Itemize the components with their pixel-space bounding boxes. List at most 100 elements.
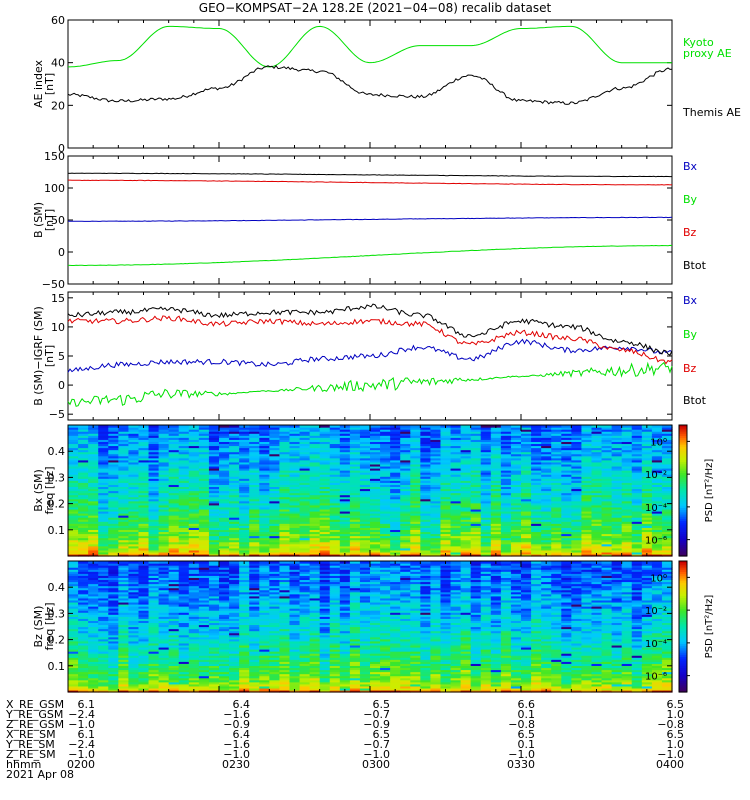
spectrogram-cell	[390, 517, 401, 520]
spectrogram-cell	[521, 429, 532, 432]
spectrogram-cell	[219, 504, 230, 508]
spectrogram-cell	[521, 455, 532, 459]
spectrogram-cell	[158, 541, 170, 545]
spectrogram-cell	[359, 685, 371, 689]
spectrogram-cell	[138, 457, 150, 461]
spectrogram-cell	[108, 441, 119, 445]
spectrogram-cell	[621, 539, 633, 543]
spectrogram-cell	[98, 545, 109, 549]
spectrogram-cell	[450, 492, 462, 496]
spectrogram-cell	[661, 510, 673, 514]
spectrogram-cell	[208, 439, 220, 442]
spectrogram-cell	[480, 553, 492, 557]
spectrogram-cell	[299, 488, 311, 492]
spectrogram-cell	[309, 459, 321, 463]
spectrogram-cell	[591, 478, 603, 481]
spectrogram-cell	[98, 523, 109, 526]
spectrogram-cell	[148, 531, 160, 535]
spectrogram-cell	[148, 470, 160, 473]
spectrogram-cell	[661, 433, 673, 436]
spectrogram-cell	[561, 551, 572, 555]
spectrogram-cell	[249, 494, 260, 498]
spectrogram-cell	[108, 465, 119, 469]
spectrogram-cell	[581, 523, 593, 526]
spectrogram-cell	[148, 517, 160, 520]
spectrogram-cell	[98, 681, 109, 685]
spectrogram-cell	[289, 539, 301, 543]
spectrogram-cell	[581, 549, 593, 553]
spectrogram-cell	[651, 433, 663, 436]
spectrogram-cell	[98, 425, 109, 428]
spectrogram-cell	[591, 459, 603, 463]
spectrogram-cell	[571, 427, 582, 430]
spectrogram-cell	[510, 521, 522, 524]
spectrogram-cell	[309, 443, 321, 447]
spectrogram-cell	[420, 465, 431, 469]
spectrogram-cell	[420, 457, 431, 461]
spectrogram-cell	[450, 437, 462, 440]
spectrogram-cell	[299, 427, 311, 430]
spectrogram-cell	[329, 521, 341, 524]
spectrogram-cell	[571, 687, 582, 691]
spectrogram-cell	[208, 482, 220, 485]
spectrogram-cell	[168, 547, 180, 551]
spectrogram-cell	[269, 533, 280, 537]
spectrogram-cell	[651, 484, 663, 488]
spectrogram-cell	[289, 443, 301, 447]
spectrogram-cell	[631, 437, 643, 440]
spectrogram-cell	[299, 480, 311, 483]
spectrogram-cell	[128, 515, 140, 518]
colorbar-segment	[679, 470, 687, 474]
spectrogram-cell	[621, 545, 633, 549]
spectrogram-cell	[178, 470, 190, 473]
spectrogram-cell	[510, 425, 522, 428]
spectrogram-cell	[400, 457, 411, 461]
spectrogram-cell	[480, 482, 492, 485]
spectrogram-cell	[400, 465, 411, 469]
spectrogram-cell	[631, 519, 643, 522]
spectrogram-cell	[571, 488, 582, 492]
spectrogram-cell	[98, 490, 109, 494]
spectrogram-cell	[521, 470, 532, 473]
spectrogram-cell	[219, 476, 230, 479]
spectrogram-cell	[370, 435, 381, 438]
spectrogram-cell	[430, 508, 442, 512]
spectrogram-cell	[500, 549, 512, 553]
spectrogram-cell	[339, 529, 351, 533]
spectrogram-cell	[279, 470, 291, 473]
spectrogram-cell	[219, 490, 230, 494]
spectrogram-cell	[661, 527, 673, 530]
spectrogram-cell	[400, 508, 411, 512]
spectrogram-cell	[349, 492, 361, 496]
spectrogram-cell	[410, 535, 421, 539]
spectrogram-cell	[370, 449, 381, 453]
spectrogram-cell	[168, 502, 180, 506]
spectrogram-cell	[631, 472, 643, 475]
spectrogram-cell	[450, 451, 462, 455]
spectrogram-cell	[500, 500, 512, 504]
spectrogram-cell	[279, 543, 291, 547]
spectrogram-cell	[178, 496, 190, 500]
spectrogram-cell	[168, 531, 180, 535]
legend-label: Btot	[683, 394, 707, 407]
spectrogram-cell	[148, 533, 160, 537]
spectrogram-cell	[148, 535, 160, 539]
spectrogram-cell	[299, 551, 311, 555]
spectrogram-cell	[78, 451, 89, 455]
spectrogram-cell	[309, 470, 321, 473]
spectrogram-cell	[239, 683, 250, 687]
spectrogram-cell	[148, 527, 160, 530]
spectrogram-cell	[571, 480, 582, 483]
spectrogram-cell	[339, 445, 351, 449]
spectrogram-cell	[118, 449, 129, 453]
spectrogram-cell	[651, 527, 663, 530]
spectrogram-cell	[108, 474, 119, 477]
spectrogram-cell	[118, 531, 129, 535]
spectrogram-cell	[108, 449, 119, 453]
spectrogram-cell	[138, 531, 150, 535]
spectrogram-cell	[208, 533, 220, 537]
spectrogram-cell	[490, 549, 502, 553]
colorbar-segment	[679, 507, 687, 511]
spectrogram-cell	[521, 541, 532, 545]
spectrogram-cell	[400, 429, 411, 432]
